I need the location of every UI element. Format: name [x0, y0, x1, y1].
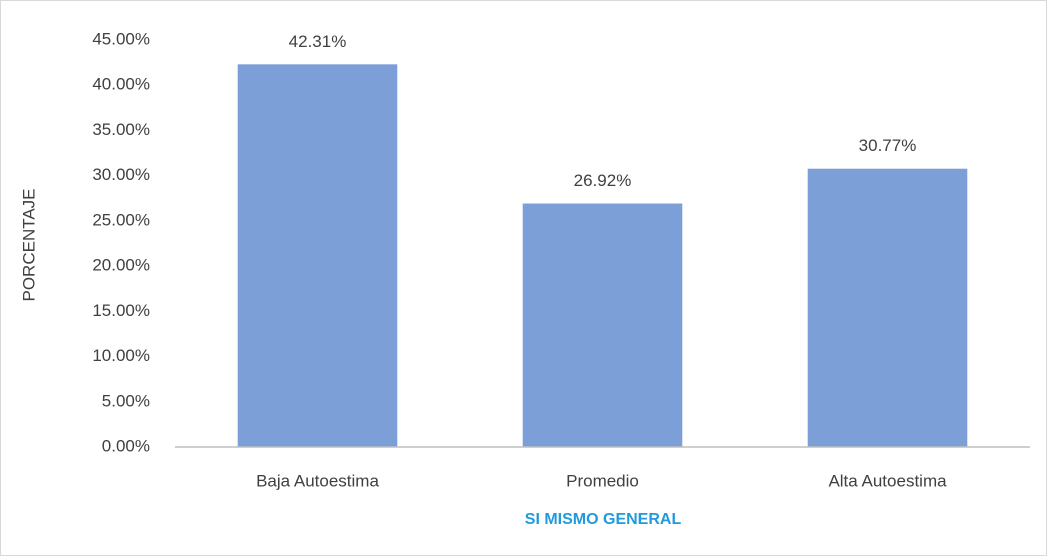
y-tick-label: 30.00%	[92, 165, 150, 184]
x-axis-title: SI MISMO GENERAL	[525, 511, 682, 528]
y-tick-label: 20.00%	[92, 256, 150, 275]
y-axis-title: PORCENTAJE	[19, 188, 38, 301]
data-label: 42.31%	[289, 32, 347, 51]
y-tick-label: 15.00%	[92, 301, 150, 320]
y-tick-label: 0.00%	[102, 436, 150, 455]
x-tick-label: Alta Autoestima	[828, 471, 947, 490]
y-tick-label: 5.00%	[102, 391, 150, 410]
bar	[237, 64, 398, 447]
y-tick-label: 45.00%	[92, 29, 150, 48]
bar	[522, 203, 683, 447]
y-tick-label: 10.00%	[92, 346, 150, 365]
data-label: 26.92%	[574, 171, 632, 190]
y-tick-label: 35.00%	[92, 120, 150, 139]
y-tick-label: 25.00%	[92, 210, 150, 229]
x-tick-label: Baja Autoestima	[256, 471, 379, 490]
data-label: 30.77%	[859, 136, 917, 155]
y-tick-label: 40.00%	[92, 75, 150, 94]
bar	[807, 168, 968, 447]
x-tick-label: Promedio	[566, 471, 639, 490]
